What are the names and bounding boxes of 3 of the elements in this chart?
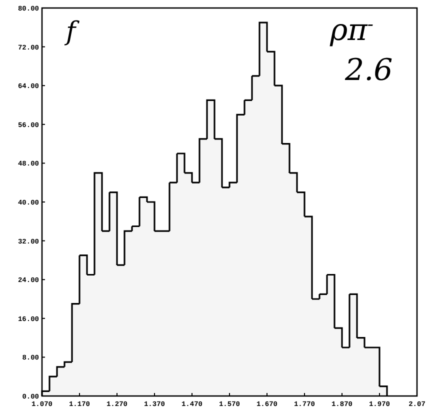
annotation: f [64, 17, 80, 47]
annotation: ρπ$^{-}$ [329, 13, 374, 48]
annotation: 2.6 [344, 53, 393, 88]
